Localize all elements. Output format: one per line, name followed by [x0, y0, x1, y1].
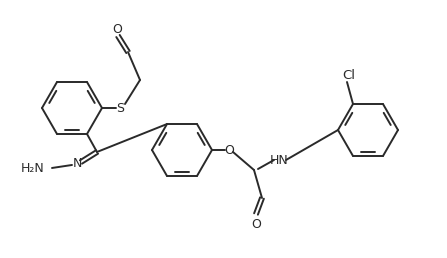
Text: O: O — [112, 22, 122, 36]
Text: S: S — [116, 101, 124, 115]
Text: N: N — [72, 157, 82, 171]
Text: H₂N: H₂N — [20, 163, 44, 175]
Text: Cl: Cl — [342, 69, 355, 82]
Text: O: O — [251, 219, 261, 231]
Text: O: O — [224, 143, 234, 157]
Text: HN: HN — [270, 154, 288, 166]
